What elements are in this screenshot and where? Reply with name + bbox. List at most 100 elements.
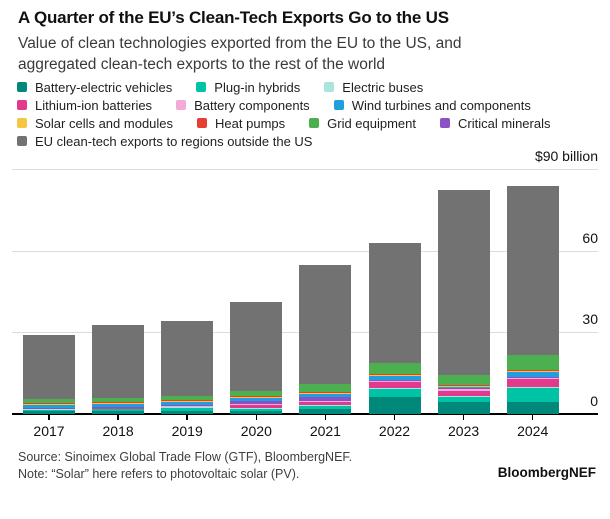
bar-2017 [23, 335, 75, 414]
bar-segment [161, 320, 214, 396]
bar-segment [161, 410, 214, 414]
source-note: Source: Sinoimex Global Trade Flow (GTF)… [18, 450, 353, 464]
legend-swatch-icon [17, 136, 27, 146]
bar-segment [437, 386, 490, 388]
bar-segment [299, 397, 352, 402]
y-axis-label-60: 60 [582, 229, 598, 246]
legend-item: Battery-electric vehicles [17, 80, 172, 95]
bar-segment [92, 408, 145, 412]
bar-segment [506, 377, 559, 378]
legend-swatch-icon [17, 100, 27, 110]
bar-segment [161, 407, 214, 408]
bar-segment [368, 382, 421, 388]
bar-segment [437, 396, 490, 402]
gridline-60 [12, 250, 598, 252]
solar-note: Note: “Solar” here refers to photovoltai… [18, 467, 300, 481]
bar-segment [161, 400, 214, 402]
legend-row: EU clean-tech exports to regions outside… [17, 132, 603, 150]
bar-segment [299, 383, 352, 392]
bar-segment [506, 370, 559, 371]
legend-swatch-icon [324, 82, 335, 92]
bar-segment [92, 411, 145, 414]
bar-2018 [92, 325, 145, 414]
bar-segment [437, 189, 490, 376]
bloombergnef-logo: BloombergNEF [497, 465, 596, 480]
bar-2024 [506, 186, 559, 414]
bar-segment [23, 408, 75, 410]
bar-segment [230, 410, 283, 414]
legend-item-label: Critical minerals [458, 115, 551, 131]
x-axis-label-2022: 2022 [378, 422, 411, 439]
bar-segment [506, 371, 559, 378]
bar-segment [299, 264, 352, 384]
bar-segment [368, 375, 421, 381]
bar-segment [506, 402, 559, 414]
bar-segment [230, 404, 283, 408]
x-axis-label-2019: 2019 [171, 422, 203, 439]
bar-segment [437, 375, 490, 385]
bar-segment [437, 388, 490, 392]
bar-segment [368, 387, 421, 389]
x-axis-label-2024: 2024 [517, 422, 549, 439]
bar-2022 [368, 242, 421, 414]
bar-segment [230, 408, 283, 411]
bar-segment [437, 385, 490, 387]
bar-2023 [437, 189, 490, 414]
bar-segment [368, 380, 421, 382]
bar-2021 [299, 264, 352, 414]
bar-segment [230, 396, 283, 398]
bar-segment [368, 374, 421, 376]
legend-item-label: EU clean-tech exports to regions outside… [35, 133, 313, 149]
bar-2020 [230, 301, 283, 414]
bar-segment [23, 335, 75, 400]
x-axis-label-2018: 2018 [102, 422, 134, 439]
x-axis-tick [531, 414, 534, 420]
bar-segment [368, 362, 421, 374]
bar-segment [506, 379, 559, 388]
bar-segment [506, 377, 559, 380]
bar-segment [368, 381, 421, 383]
legend-item: Plug-in hybrids [196, 80, 300, 95]
bar-segment [299, 401, 352, 402]
x-axis-tick [324, 414, 327, 420]
bar-segment [92, 402, 145, 404]
legend-item: Heat pumps [197, 116, 285, 131]
x-axis-tick [462, 414, 465, 420]
bar-segment [230, 390, 283, 397]
bar-segment [299, 393, 352, 398]
legend-item-label: Battery components [194, 97, 310, 113]
legend-swatch-icon [17, 82, 27, 92]
legend-item-label: Plug-in hybrids [214, 79, 301, 95]
legend-swatch-icon [17, 118, 27, 128]
x-axis-label-2020: 2020 [240, 422, 272, 439]
bar-segment [299, 391, 352, 393]
legend-swatch-icon [309, 118, 320, 128]
y-axis-label-30: 30 [582, 311, 598, 327]
legend-item: Electric buses [324, 80, 423, 95]
bar-segment [161, 407, 214, 411]
x-axis-tick [393, 414, 396, 420]
x-axis-tick [117, 414, 119, 420]
bar-segment [437, 396, 490, 397]
bar-segment [299, 409, 352, 414]
legend-item: EU clean-tech exports to regions outside… [17, 134, 312, 149]
page-title: A Quarter of the EU’s Clean-Tech Exports… [18, 8, 449, 27]
bar-segment [23, 411, 75, 414]
x-axis-label-2021: 2021 [309, 422, 341, 439]
bar-segment [299, 405, 352, 410]
bar-segment [368, 242, 421, 363]
chart-footer: Source: Sinoimex Global Trade Flow (GTF)… [18, 449, 352, 483]
bar-segment [299, 401, 352, 405]
plot-area: $90 billion 60 30 0 2017 2018 2019 2020 2021 2022… [12, 148, 598, 439]
legend-item: Solar cells and modules [17, 116, 173, 131]
bar-segment [230, 401, 283, 404]
legend-item: Grid equipment [309, 116, 416, 131]
bar-segment [161, 402, 214, 406]
bar-segment [230, 407, 283, 409]
legend-item: Battery components [176, 98, 310, 113]
bar-segment [92, 404, 145, 407]
bar-segment [368, 397, 421, 414]
legend-item-label: Heat pumps [215, 115, 286, 131]
bar-segment [230, 301, 283, 391]
y-axis-label-90: $90 billion [534, 148, 598, 164]
